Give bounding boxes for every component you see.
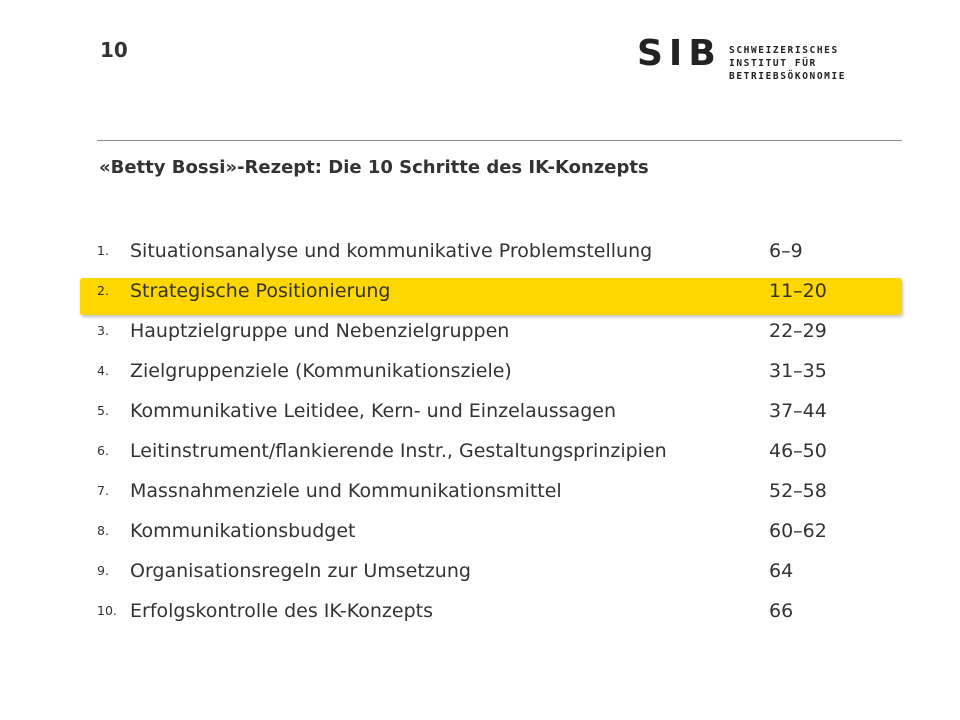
step-label: Erfolgskontrolle des IK-Konzepts xyxy=(130,600,433,622)
step-pages: 52–58 xyxy=(769,480,827,502)
page-number: 10 xyxy=(100,38,128,62)
step-pages: 6–9 xyxy=(769,240,803,262)
logo-line: SCHWEIZERISCHES xyxy=(729,45,839,56)
step-number: 1. xyxy=(97,243,109,258)
step-pages: 37–44 xyxy=(769,400,827,422)
step-pages: 22–29 xyxy=(769,320,827,342)
step-label: Situationsanalyse und kommunikative Prob… xyxy=(130,240,653,262)
list-item-step-1: 1. Situationsanalyse und kommunikative P… xyxy=(0,231,960,271)
list-item-step-6: 6. Leitinstrument/flankierende Instr., G… xyxy=(0,431,960,471)
step-highlight-bar xyxy=(80,278,902,315)
page-title: «Betty Bossi»-Rezept: Die 10 Schritte de… xyxy=(99,157,649,178)
step-label: Kommunikative Leitidee, Kern- und Einzel… xyxy=(130,400,616,422)
step-label: Strategische Positionierung xyxy=(130,280,391,302)
step-label: Massnahmenziele und Kommunikationsmittel xyxy=(130,480,562,502)
step-label: Zielgruppenziele (Kommunikationsziele) xyxy=(130,360,512,382)
step-pages: 31–35 xyxy=(769,360,827,382)
list-item-step-2: 2. Strategische Positionierung 11–20 xyxy=(0,271,960,311)
list-item-step-4: 4. Zielgruppenziele (Kommunikationsziele… xyxy=(0,351,960,391)
step-number: 3. xyxy=(97,323,109,338)
step-number: 7. xyxy=(97,483,109,498)
logo-text: SCHWEIZERISCHES INSTITUT FÜR BETRIEBSÖKO… xyxy=(729,44,846,83)
step-label: Organisationsregeln zur Umsetzung xyxy=(130,560,471,582)
header-divider xyxy=(97,140,902,141)
step-pages: 66 xyxy=(769,600,794,622)
logo-line: INSTITUT FÜR xyxy=(729,58,817,69)
list-item-step-10: 10. Erfolgskontrolle des IK-Konzepts 66 xyxy=(0,591,960,631)
step-number: 6. xyxy=(97,443,109,458)
step-number: 8. xyxy=(97,523,109,538)
step-label: Leitinstrument/flankierende Instr., Gest… xyxy=(130,440,667,462)
list-item-step-9: 9. Organisationsregeln zur Umsetzung 64 xyxy=(0,551,960,591)
list-item-step-8: 8. Kommunikationsbudget 60–62 xyxy=(0,511,960,551)
step-number: 10. xyxy=(97,603,117,618)
step-number: 9. xyxy=(97,563,109,578)
step-number: 5. xyxy=(97,403,109,418)
step-label: Hauptzielgruppe und Nebenzielgruppen xyxy=(130,320,510,342)
list-item-step-3: 3. Hauptzielgruppe und Nebenzielgruppen … xyxy=(0,311,960,351)
step-pages: 64 xyxy=(769,560,794,582)
step-pages: 11–20 xyxy=(769,280,827,302)
step-number: 4. xyxy=(97,363,109,378)
logo-mark: SIB xyxy=(637,33,722,74)
step-pages: 60–62 xyxy=(769,520,827,542)
list-item-step-5: 5. Kommunikative Leitidee, Kern- und Ein… xyxy=(0,391,960,431)
logo-line: BETRIEBSÖKONOMIE xyxy=(729,71,847,82)
step-number: 2. xyxy=(97,283,109,298)
step-label: Kommunikationsbudget xyxy=(130,520,356,542)
list-item-step-7: 7. Massnahmenziele und Kommunikationsmit… xyxy=(0,471,960,511)
step-pages: 46–50 xyxy=(769,440,827,462)
